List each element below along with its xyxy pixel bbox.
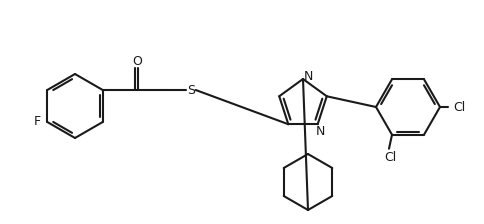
Text: S: S — [187, 84, 195, 97]
Text: N: N — [303, 69, 313, 82]
Text: Cl: Cl — [453, 101, 465, 114]
Text: Cl: Cl — [384, 151, 396, 164]
Text: N: N — [316, 125, 325, 138]
Text: F: F — [34, 114, 41, 127]
Text: O: O — [132, 54, 142, 67]
